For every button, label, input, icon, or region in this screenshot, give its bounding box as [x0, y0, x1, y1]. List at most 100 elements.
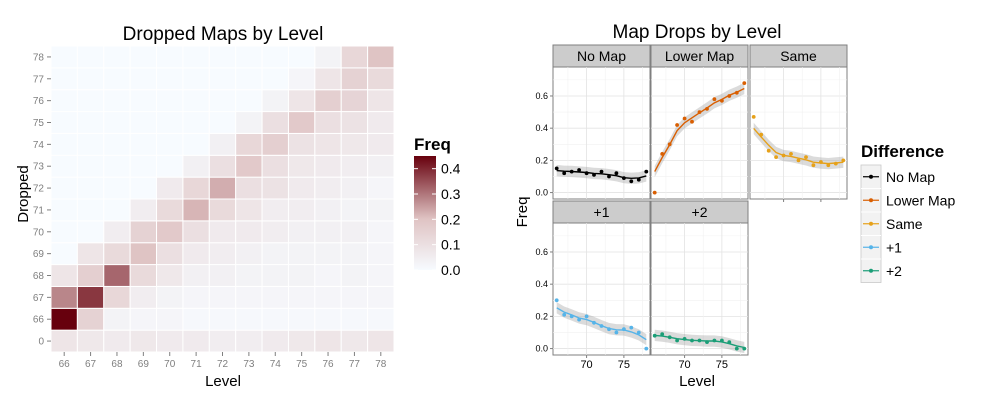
- heatmap-cell: [129, 198, 158, 222]
- heatmap-legend: Freq 0.4 0.3 0.2 0.1 0.0: [414, 135, 461, 278]
- facet-plot-area: [552, 66, 651, 200]
- heatmap-cell: [76, 264, 105, 287]
- facet-data-point: [690, 338, 694, 343]
- heatmap-x-tick-label: 69: [138, 359, 150, 370]
- facet-y-tick-label: 0.6: [535, 247, 548, 257]
- heatmap-cell: [287, 111, 316, 134]
- heatmap-cell: [314, 45, 342, 69]
- heatmap-cell: [50, 45, 78, 69]
- heatmap-cell: [50, 307, 78, 331]
- heatmap-cell: [340, 154, 369, 178]
- heatmap-cell: [76, 307, 105, 331]
- facet-legend: Difference No Map Lower Map Same +1 +2: [860, 142, 955, 283]
- heatmap-y-tick-label: 76: [33, 96, 45, 107]
- facet-data-point: [833, 161, 838, 166]
- heatmap-cell: [235, 220, 263, 244]
- heatmap-cell: [340, 176, 369, 200]
- heatmap-cell: [287, 285, 316, 309]
- heatmap-cell: [129, 67, 158, 91]
- heatmap-cell: [367, 154, 395, 178]
- facet-data-point: [592, 173, 596, 177]
- facet-data-point: [584, 171, 589, 176]
- heatmap-x-tick-label: 73: [243, 359, 255, 370]
- facet-data-point: [636, 177, 641, 182]
- heatmap-cell: [208, 45, 237, 69]
- facet-data-point: [682, 116, 687, 121]
- facet-data-point: [697, 110, 702, 114]
- facet-panel: No Map 0.0 0.2 0.4 0.6: [535, 44, 651, 200]
- facet-y-tick-label: 0.0: [535, 344, 548, 354]
- heatmap-cell: [340, 89, 369, 113]
- heatmap-cell: [182, 89, 210, 113]
- heatmap-x-ticks: 66 67 68 69 70 71 72 73 74 75 76 77 78: [59, 352, 387, 370]
- facet-panel: +1 0.0 0.2 0.4 0.6 70 75: [535, 200, 651, 371]
- heatmap-y-tick-label: 73: [33, 162, 45, 173]
- heatmap-cell: [156, 67, 184, 91]
- heatmap-cell: [367, 242, 395, 266]
- heatmap-cell: [261, 45, 289, 69]
- heatmap-cell: [103, 132, 131, 156]
- heatmap-y-tick-label: 69: [33, 249, 45, 260]
- heatmap-cell: [287, 89, 316, 113]
- heatmap-cell: [287, 264, 316, 287]
- heatmap-cell: [314, 307, 342, 331]
- facet-data-point: [712, 97, 717, 102]
- heatmap-cell: [261, 285, 289, 309]
- facet-data-point: [554, 166, 559, 171]
- heatmap-cell: [261, 198, 289, 222]
- facet-x-tick-label: 75: [618, 359, 630, 371]
- facet-data-point: [766, 148, 771, 153]
- facet-data-point: [644, 169, 649, 174]
- heatmap-cell: [340, 45, 369, 69]
- heatmap-cell: [103, 67, 131, 91]
- heatmap-cell: [129, 132, 158, 156]
- facet-x-tick-label: 75: [716, 359, 728, 371]
- heatmap-cell: [156, 45, 184, 69]
- heatmap-cell: [208, 67, 237, 91]
- facet-data-point: [667, 335, 672, 340]
- heatmap-y-tick-label: 0: [38, 337, 44, 348]
- facet-data-point: [584, 314, 589, 319]
- facet-data-point: [622, 327, 626, 332]
- facet-y-tick-label: 0.0: [535, 188, 548, 198]
- heatmap-cell: [208, 220, 237, 244]
- heatmap-y-tick-label: 70: [33, 227, 45, 238]
- heatmap-cell: [156, 242, 184, 266]
- heatmap-cell: [156, 329, 184, 353]
- heatmap-cell: [156, 89, 184, 113]
- facet-data-point: [636, 330, 641, 335]
- heatmap-cell: [50, 220, 78, 244]
- heatmap-cell: [340, 220, 369, 244]
- heatmap-cell: [367, 67, 395, 91]
- facet-data-point: [682, 337, 687, 341]
- heatmap-cell: [367, 329, 395, 353]
- facet-data-point: [734, 346, 739, 351]
- heatmap-cell: [50, 132, 78, 156]
- heatmap-cell: [103, 198, 131, 222]
- facet-data-point: [652, 333, 657, 338]
- heatmap-y-tick-label: 75: [33, 118, 45, 129]
- heatmap-cell: [103, 89, 131, 113]
- heatmap-cell: [50, 242, 78, 266]
- heatmap-cell: [156, 285, 184, 309]
- heatmap-cell: [182, 220, 210, 244]
- heatmap-cell: [235, 176, 263, 200]
- facet-data-point: [690, 119, 694, 124]
- facet-legend-label: Same: [886, 216, 923, 232]
- heatmap-y-tick-label: 74: [33, 140, 45, 151]
- heatmap-cell: [103, 242, 131, 266]
- heatmap-x-tick-label: 78: [375, 359, 387, 370]
- heatmap-cell: [261, 242, 289, 266]
- heatmap-cell: [182, 176, 210, 200]
- heatmap-cell: [235, 132, 263, 156]
- heatmap-cell: [367, 111, 395, 134]
- heatmap-cell: [129, 176, 158, 200]
- heatmap-y-tick-label: 68: [33, 271, 45, 282]
- heatmap-x-tick-label: 70: [164, 359, 176, 370]
- facet-panel: Lower Map: [650, 44, 749, 200]
- heatmap-cell: [76, 242, 105, 266]
- facet-panel: Same: [749, 44, 848, 202]
- heatmap-cell: [76, 176, 105, 200]
- heatmap-cell: [367, 264, 395, 287]
